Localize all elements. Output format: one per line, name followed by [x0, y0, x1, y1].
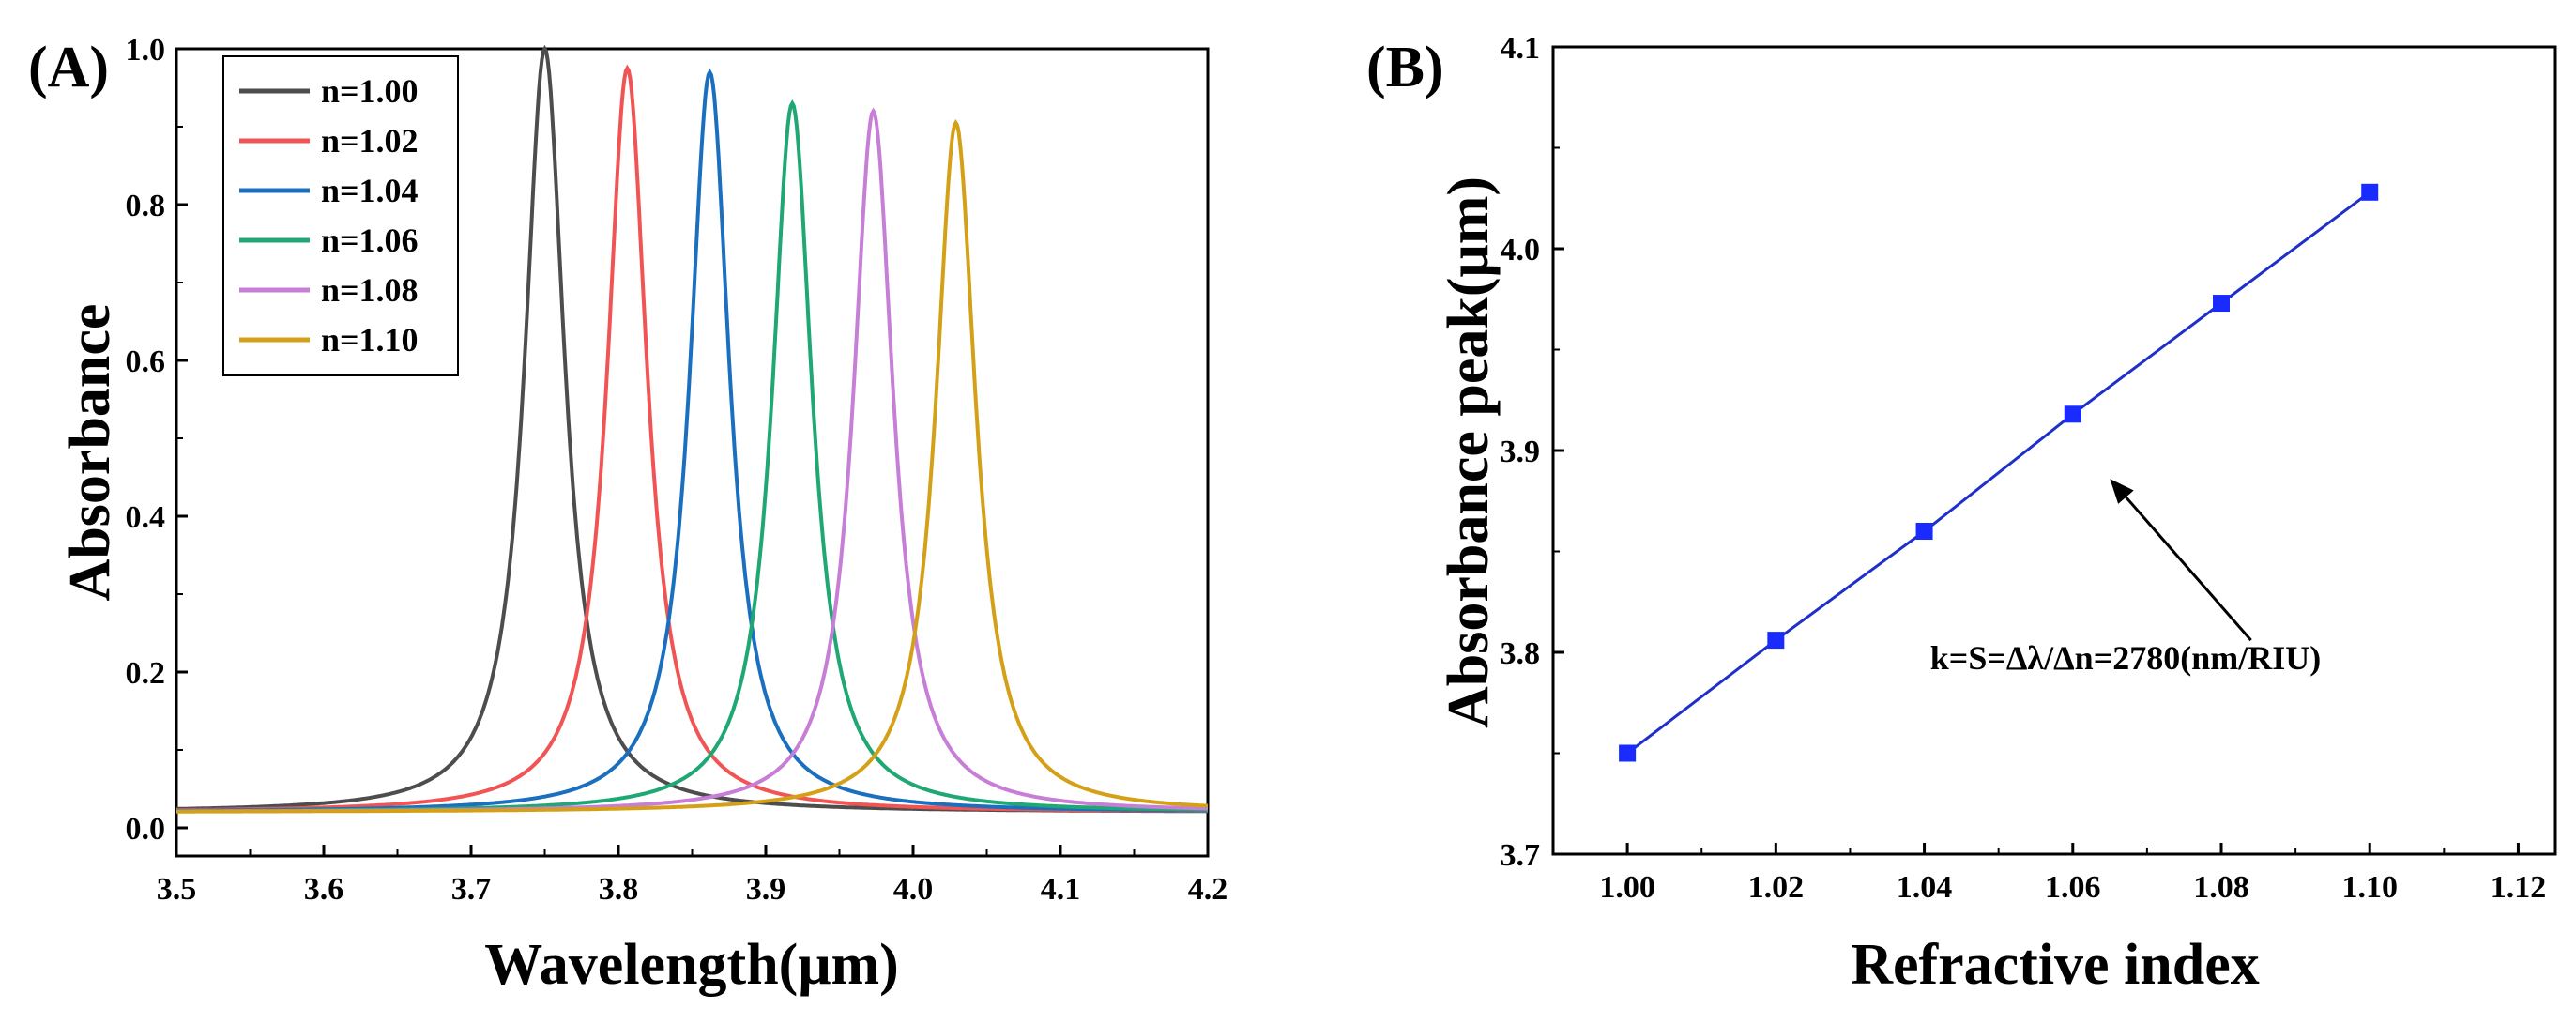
data-point — [2064, 405, 2081, 423]
panel-b-plot-frame — [1551, 45, 2557, 856]
data-point — [1915, 523, 1933, 540]
curve-110 — [176, 118, 1209, 814]
x-tick-label: 3.5 — [157, 872, 197, 907]
legend-box — [222, 55, 459, 376]
data-point — [1619, 744, 1637, 762]
legend-label: n=1.04 — [321, 172, 419, 209]
x-tick-label: 1.06 — [2045, 870, 2101, 905]
legend-label: n=1.08 — [321, 271, 419, 309]
data-point — [2361, 183, 2379, 201]
x-tick-label: 1.08 — [2193, 870, 2249, 905]
annotation-text: k=S=Δλ/Δn=2780(nm/RIU) — [1930, 639, 2321, 677]
y-tick-label: 0.0 — [126, 812, 166, 847]
x-tick-label: 3.8 — [599, 872, 639, 907]
panel-b-x-ticks: 1.00 1.02 1.04 1.06 1.08 1.10 1.12 — [1599, 843, 2546, 905]
x-tick-label: 4.2 — [1188, 872, 1228, 907]
panel-b-x-axis-title: Refractive index — [1851, 933, 2260, 997]
y-tick-label: 1.0 — [126, 33, 166, 68]
panel-b-y-axis-title: Absorbance peak(μm) — [1437, 176, 1501, 728]
y-tick-label: 4.0 — [1501, 233, 1541, 267]
x-tick-label: 3.7 — [451, 872, 492, 907]
panel-b-series — [1619, 183, 2379, 762]
x-tick-label: 1.02 — [1748, 870, 1805, 905]
annotation-arrowhead — [2110, 479, 2134, 504]
y-tick-label: 3.9 — [1501, 435, 1541, 469]
legend-label: n=1.00 — [321, 72, 419, 110]
y-tick-label: 3.7 — [1501, 838, 1541, 873]
legend-label: n=1.02 — [321, 122, 419, 160]
panel-a-y-axis-title: Absorbance — [58, 304, 122, 602]
y-tick-label: 0.6 — [126, 344, 166, 379]
y-tick-label: 0.8 — [126, 189, 166, 223]
panel-a-x-ticks: 3.5 3.6 3.7 3.8 3.9 4.0 4.1 4.2 — [157, 845, 1228, 907]
x-tick-label: 4.1 — [1041, 872, 1081, 907]
x-tick-label: 1.00 — [1599, 870, 1655, 905]
x-tick-label: 1.12 — [2491, 870, 2547, 905]
panel-a-y-ticks: 0.0 0.2 0.4 0.6 0.8 1.0 — [126, 33, 188, 847]
y-tick-label: 0.2 — [126, 656, 166, 691]
x-tick-label: 3.9 — [746, 872, 786, 907]
x-tick-label: 1.10 — [2341, 870, 2398, 905]
panel-b-y-ticks: 3.7 3.8 3.9 4.0 4.1 — [1501, 31, 1564, 873]
y-tick-label: 3.8 — [1501, 636, 1541, 671]
x-tick-label: 4.0 — [893, 872, 934, 907]
y-tick-label: 0.4 — [126, 500, 166, 535]
x-tick-label: 3.6 — [304, 872, 344, 907]
panel-b: (B) 1.00 1.02 1.04 1.06 1.08 1.10 1.12 3.73.83… — [1366, 31, 2557, 997]
series-line — [1626, 191, 2371, 755]
panel-a-x-axis-title: Wavelength(μm) — [484, 933, 899, 997]
panel-a-label: (A) — [28, 36, 109, 99]
panel-b-label: (B) — [1366, 36, 1444, 99]
panel-a-legend: n=1.00 n=1.02 n=1.04 n=1.06 n=1.08 n=1.10 — [222, 55, 459, 376]
legend-label: n=1.10 — [321, 321, 419, 359]
legend-label: n=1.06 — [321, 222, 419, 259]
data-point — [2213, 295, 2230, 313]
annotation-arrow — [2125, 496, 2252, 642]
y-tick-label: 4.1 — [1501, 31, 1541, 66]
panel-a: (A) 3.5 3.6 3.7 3.8 3.9 4.0 4.1 4.2 0.00.20.40.… — [28, 33, 1227, 997]
x-tick-label: 1.04 — [1897, 870, 1953, 905]
data-point — [1767, 632, 1785, 650]
panel-b-annotation: k=S=Δλ/Δn=2780(nm/RIU) — [1930, 479, 2321, 677]
panel-a-curves — [175, 44, 1209, 814]
